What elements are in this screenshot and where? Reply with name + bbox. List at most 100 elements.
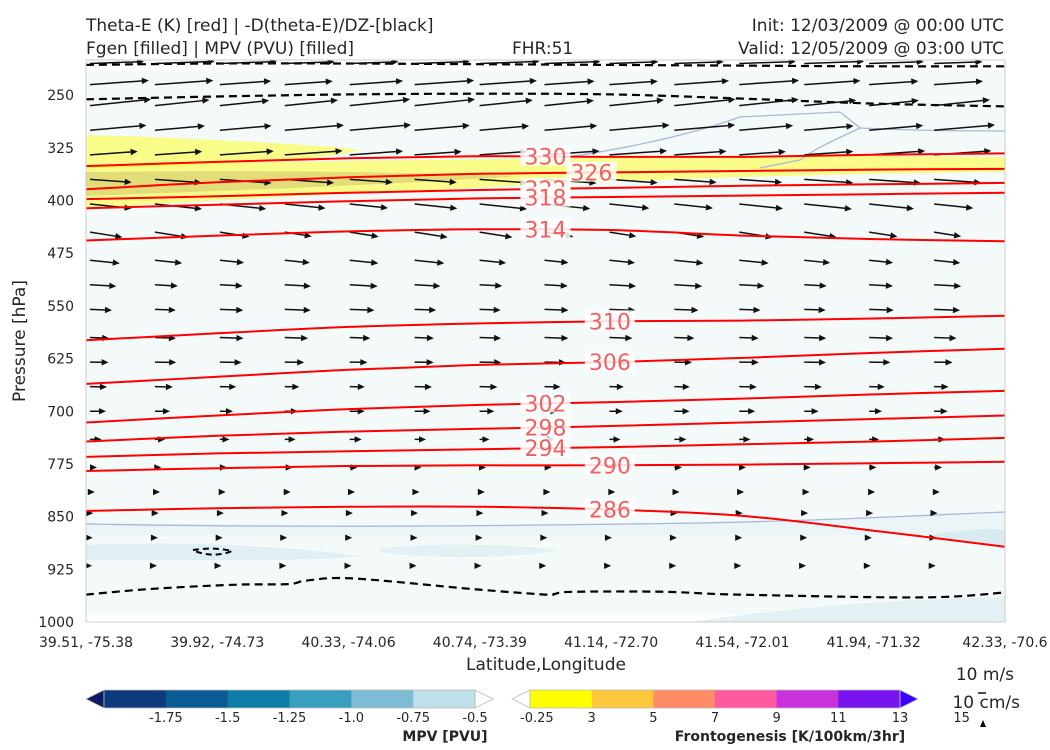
wind-vector-head <box>139 122 147 130</box>
wind-vector-shaft <box>89 80 143 86</box>
wind-vector-head <box>370 282 378 290</box>
wind-vector-head <box>616 383 624 390</box>
wind-vector-shaft <box>219 150 268 156</box>
colorbar-tick-label: 3 <box>588 711 596 726</box>
theta-e-label-bg <box>584 351 635 372</box>
wind-vector-head <box>363 334 371 342</box>
wind-vector <box>544 306 569 314</box>
wind-vector-head <box>587 78 595 85</box>
wind-vector-head <box>214 562 222 569</box>
wind-vector-shaft <box>219 100 264 107</box>
wind-vector-head <box>940 408 948 415</box>
wind-vector-head <box>775 204 783 212</box>
colorbar-tick-label: -1.75 <box>149 711 183 726</box>
wind-vector-head <box>521 123 530 130</box>
wind-vector <box>219 436 230 443</box>
wind-vector <box>539 562 547 569</box>
wind-vector-head <box>608 488 616 496</box>
wind-vector-head <box>266 148 274 155</box>
colorbar-extend-high <box>474 689 494 709</box>
colorbar-cell <box>776 690 839 708</box>
wind-vector <box>479 334 501 342</box>
wind-vector-shaft <box>284 308 305 311</box>
wind-vector-head <box>466 77 475 85</box>
wind-vector-head <box>941 383 949 390</box>
wind-vector <box>218 488 226 496</box>
wind-vector <box>414 148 462 156</box>
wind-vector-head <box>691 306 699 314</box>
wind-vector <box>609 334 633 342</box>
wind-vector <box>216 509 224 517</box>
mpv-contour-upper-right <box>859 127 1005 132</box>
wind-vector-shaft <box>349 99 405 107</box>
wind-vector <box>674 408 690 415</box>
title-line-2: Fgen [filled] | MPV (PVU) [filled] <box>86 39 354 59</box>
wind-vector-shaft <box>284 124 339 131</box>
colorbar-cell <box>165 690 229 708</box>
wind-vector-head <box>885 282 893 289</box>
wind-vector-head <box>659 148 668 155</box>
colorbar-cell <box>227 690 290 708</box>
wind-vector-head <box>360 359 368 366</box>
wind-vector <box>150 534 158 541</box>
wind-vector <box>866 509 874 517</box>
wind-vector-head <box>846 148 854 156</box>
wind-vector-head <box>785 123 794 130</box>
wind-vector <box>86 563 92 569</box>
wind-vector-shaft <box>674 178 711 183</box>
wind-vector-shaft <box>674 61 718 65</box>
wind-vector-head <box>493 306 501 314</box>
wind-vector <box>804 203 852 212</box>
theta-e-label-bg <box>520 186 571 207</box>
colorbar-cell <box>653 690 716 708</box>
wind-vector-head <box>814 383 822 390</box>
wind-vector-shaft <box>869 284 887 287</box>
wind-vector <box>154 148 203 156</box>
wind-vector <box>154 60 215 65</box>
wind-vector <box>284 383 300 390</box>
wind-vector-shaft <box>674 150 721 156</box>
wind-vector <box>154 359 177 366</box>
wind-vector-shaft <box>869 80 913 86</box>
title-line-1: Theta-E (K) [red] | -D(theta-E)/DZ-[blac… <box>85 16 434 36</box>
wind-vector <box>803 464 811 471</box>
x-tick-label: 40.74, -73.39 <box>433 635 527 651</box>
wind-vector-head <box>236 258 244 266</box>
colorbar-tick-label: -1.0 <box>339 711 364 726</box>
wind-vector-head <box>326 179 335 186</box>
wind-vector-shaft <box>479 178 522 184</box>
wind-vector-head <box>423 408 431 415</box>
wind-vector-shaft <box>414 61 464 65</box>
wind-vector <box>279 562 287 569</box>
wind-vector-shaft <box>479 308 495 311</box>
wind-vector-head <box>982 97 990 104</box>
wind-vector <box>414 306 437 314</box>
wind-vector-head <box>799 562 807 569</box>
wind-vector-head <box>935 464 943 471</box>
wind-vector <box>674 203 713 211</box>
wind-vector <box>412 488 420 496</box>
wind-vector-shaft <box>544 100 588 107</box>
wind-vector-shaft <box>609 150 662 156</box>
wind-vector-shaft <box>674 203 708 209</box>
y-tick-label: 325 <box>47 141 74 157</box>
wind-vector-head <box>932 488 940 496</box>
wind-vector-head <box>495 282 503 289</box>
wind-vector <box>669 534 677 541</box>
wind-vector-head <box>419 436 426 443</box>
wind-vector-shaft <box>869 336 888 339</box>
wind-vector-head <box>743 436 751 443</box>
wind-vector-head <box>424 383 432 390</box>
wind-vector <box>284 122 344 131</box>
x-tick-label: 42.33, -70.6 <box>962 635 1047 651</box>
wind-vector-shaft <box>934 178 976 184</box>
wind-vector-shaft <box>674 124 730 131</box>
wind-vector-shaft <box>89 125 141 131</box>
wind-vector-head <box>462 122 470 130</box>
wind-vector <box>544 258 569 266</box>
y-axis-label: Pressure [hPa] <box>10 280 30 402</box>
wind-vector <box>609 203 650 211</box>
wind-vector-head <box>86 563 92 569</box>
wind-vector-head <box>330 97 338 104</box>
wind-vector <box>674 282 703 290</box>
